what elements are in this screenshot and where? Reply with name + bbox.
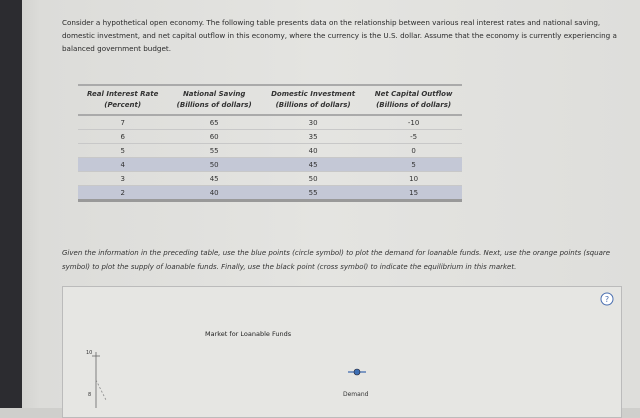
table-cell: 65: [167, 115, 261, 130]
table-row: 4 50 45 5: [78, 157, 462, 172]
header-line: (Billions of dollars): [275, 101, 351, 109]
graph-svg: Market for Loanable Funds 10 8 Demand ?: [86, 292, 614, 408]
header-line: (Percent): [104, 101, 142, 109]
table-cell: 35: [260, 129, 366, 144]
intro-text: Consider a hypothetical open economy. Th…: [62, 18, 617, 53]
table-cell: 50: [167, 157, 261, 172]
table-row: 6 60 35 -5: [78, 129, 462, 144]
guide-line: [95, 379, 107, 401]
table-cell: -10: [365, 115, 462, 130]
header-row: Real Interest Rate (Percent) National Savi…: [78, 84, 462, 116]
table-cell: 50: [260, 171, 366, 186]
data-table: Real Interest Rate (Percent) National Savi…: [78, 84, 462, 202]
table-cell: 7: [78, 115, 168, 130]
table-cell: 2: [78, 185, 168, 202]
table-cell: 4: [78, 157, 168, 172]
table-cell: -5: [365, 129, 462, 144]
column-header: Real Interest Rate (Percent): [78, 84, 168, 116]
column-header: Domestic Investment (Billions of dollars): [260, 84, 366, 116]
help-button[interactable]: [600, 292, 614, 306]
header-line: Real Interest Rate: [86, 90, 159, 98]
graph-title: Market for Loanable Funds: [205, 330, 292, 338]
header-line: Net Capital Outflow: [374, 90, 453, 98]
column-header: National Saving (Billions of dollars): [167, 84, 261, 116]
table-cell: 55: [167, 143, 261, 158]
sidebar: [0, 0, 22, 408]
table-cell: 40: [260, 143, 366, 158]
column-header: Net Capital Outflow (Billions of dollars): [365, 84, 462, 116]
help-icon[interactable]: ?: [605, 295, 609, 304]
header-line: (Billions of dollars): [176, 101, 252, 109]
header-line: (Billions of dollars): [376, 101, 452, 109]
legend-demand-point[interactable]: [353, 368, 361, 376]
table-body: 7 65 30 -10 6 60 35 -5 5 55 40 0 4 50 45 5 3 45 50 10 2 40 55 1…: [78, 115, 462, 202]
table-cell: 30: [260, 115, 366, 130]
table-cell: 3: [78, 171, 168, 186]
table-row: 5 55 40 0: [78, 143, 462, 158]
table-row: 2 40 55 15: [78, 185, 462, 202]
table-cell: 6: [78, 129, 168, 144]
axis-label: 8: [88, 392, 91, 398]
table-row: 7 65 30 -10: [78, 115, 462, 130]
table-cell: 15: [365, 185, 462, 202]
instructions: Given the information in the preceding t…: [62, 249, 611, 271]
legend-label: Demand: [343, 391, 369, 398]
graph-panel: [62, 286, 622, 418]
table-cell: 5: [365, 157, 462, 172]
axis-label: 10: [86, 350, 92, 356]
table-cell: 45: [167, 171, 261, 186]
table-cell: 60: [167, 129, 261, 144]
table-cell: 5: [78, 143, 168, 158]
table-cell: 0: [365, 143, 462, 158]
table-cell: 45: [260, 157, 366, 172]
table-cell: 40: [167, 185, 261, 202]
header-line: Domestic Investment: [271, 90, 356, 98]
table-row: 3 45 50 10: [78, 171, 462, 186]
header-line: National Saving: [182, 90, 246, 98]
table-cell: 55: [260, 185, 366, 202]
table-cell: 10: [365, 171, 462, 186]
